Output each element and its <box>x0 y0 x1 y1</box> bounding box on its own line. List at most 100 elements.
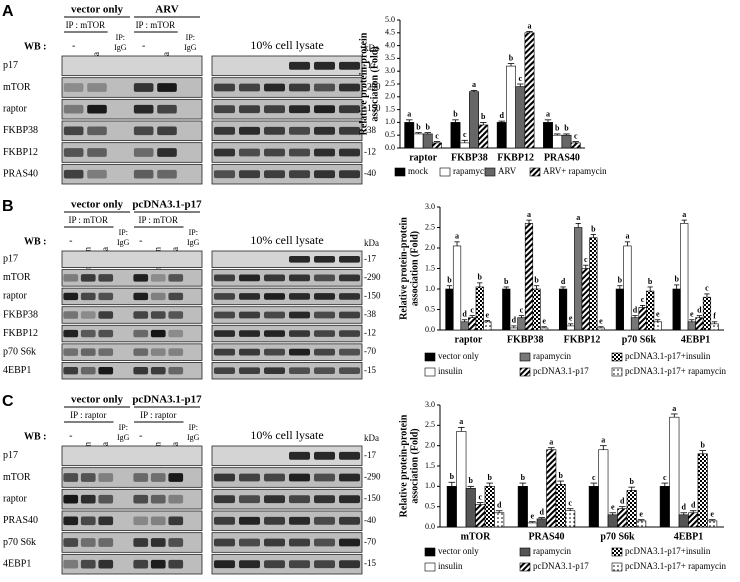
blot-band <box>214 473 235 482</box>
blot-band <box>63 367 79 375</box>
legend-swatch <box>519 562 531 572</box>
blot-band <box>168 329 184 338</box>
bar <box>465 488 476 528</box>
legend-label: pcDNA3.1-p17+insulin <box>625 546 711 556</box>
significance-letter: d <box>697 305 702 314</box>
blot-band <box>289 516 310 525</box>
blot-band <box>339 255 360 263</box>
legend-label: vector only <box>438 351 479 361</box>
y-tick-label: 0.5 <box>425 304 435 313</box>
blot-band <box>150 311 166 319</box>
blot-band <box>133 559 149 569</box>
blot-band <box>339 330 360 337</box>
blot-band <box>289 83 310 92</box>
blot-band <box>239 495 260 504</box>
blot-band <box>289 451 310 460</box>
blot-band <box>63 311 79 319</box>
blot-band <box>314 311 335 319</box>
kda-label: -290 <box>364 82 381 92</box>
blot-strip <box>61 269 203 287</box>
blot-band <box>87 126 107 136</box>
lysate-title: 10% cell lysate <box>250 428 323 442</box>
bar <box>422 133 433 149</box>
legend-swatch <box>424 367 436 377</box>
blot-band <box>133 538 149 547</box>
bar <box>710 323 719 331</box>
legend-swatch <box>424 352 436 362</box>
x-tick-label: FKBP38 <box>507 334 544 345</box>
blot-band <box>150 348 166 356</box>
row-label: p70 S6k <box>3 346 36 357</box>
blot-band <box>168 494 184 504</box>
blot-band <box>80 348 96 356</box>
blot-strip <box>211 445 363 467</box>
bar <box>672 288 681 331</box>
y-tick-label: 0.5 <box>385 130 395 139</box>
y-tick-label: 5.0 <box>385 15 395 24</box>
significance-letter: a <box>601 435 605 444</box>
significance-letter: c <box>568 499 572 508</box>
blot-band <box>80 538 96 547</box>
blot-band <box>157 148 177 157</box>
bar <box>524 32 535 149</box>
blot-band <box>157 169 177 179</box>
significance-letter: a <box>672 404 676 413</box>
y-tick-label: 1.0 <box>425 481 435 490</box>
blot-band <box>314 105 335 114</box>
legend-swatch <box>439 167 451 177</box>
significance-letter: a <box>459 417 463 426</box>
blot-band <box>239 105 260 114</box>
blot-band <box>63 274 79 282</box>
row-label: 4EBP1 <box>3 558 31 569</box>
kda-label: -290 <box>364 272 381 282</box>
igg-label: IP: <box>119 423 128 432</box>
blot-strip <box>211 306 363 324</box>
blot-strip <box>61 445 203 467</box>
blot-band <box>98 538 114 547</box>
ip-label: IP : raptor <box>70 410 106 420</box>
blot-band <box>63 126 84 136</box>
kda-label: -17 <box>364 450 376 460</box>
blot-band <box>168 311 184 319</box>
blot-strip <box>61 467 203 488</box>
significance-letter: c <box>584 255 588 264</box>
blot-band <box>289 495 310 504</box>
significance-letter: c <box>463 130 467 139</box>
y-tick-label: 2.0 <box>425 440 435 449</box>
blot-strip <box>61 553 203 575</box>
group-label: vector only <box>71 394 124 406</box>
blot-band <box>339 170 360 179</box>
blot-band <box>314 538 335 547</box>
blot-band <box>214 148 235 157</box>
blot-band <box>289 311 310 319</box>
blot-band <box>264 330 285 337</box>
blot-strip <box>61 163 203 185</box>
blot-band <box>264 560 285 569</box>
blot-band <box>339 105 360 114</box>
blot-band <box>289 348 310 356</box>
bar <box>555 483 566 528</box>
blot-band <box>289 560 310 569</box>
lane-label: - <box>139 430 142 441</box>
ip-label: IP : raptor <box>140 410 176 420</box>
blot-band <box>289 170 310 179</box>
row-label: FKBP38 <box>3 309 38 320</box>
lane-label: - <box>69 430 72 441</box>
blot-band <box>98 292 114 301</box>
blot-strip <box>211 142 363 163</box>
bar <box>450 122 461 149</box>
blot-band <box>239 516 260 525</box>
blot-strip <box>211 269 363 287</box>
bar <box>484 486 495 528</box>
blot-band <box>239 148 260 157</box>
significance-letter: b <box>521 473 526 482</box>
blot-band <box>264 495 285 504</box>
legend-label: vector only <box>438 546 479 556</box>
blot-band <box>264 367 285 375</box>
blot-strip <box>61 306 203 324</box>
blot-band <box>239 473 260 482</box>
kda-header: kDa <box>364 43 379 53</box>
bar <box>502 288 511 331</box>
blot-band <box>314 495 335 504</box>
significance-letter: d <box>512 316 517 325</box>
